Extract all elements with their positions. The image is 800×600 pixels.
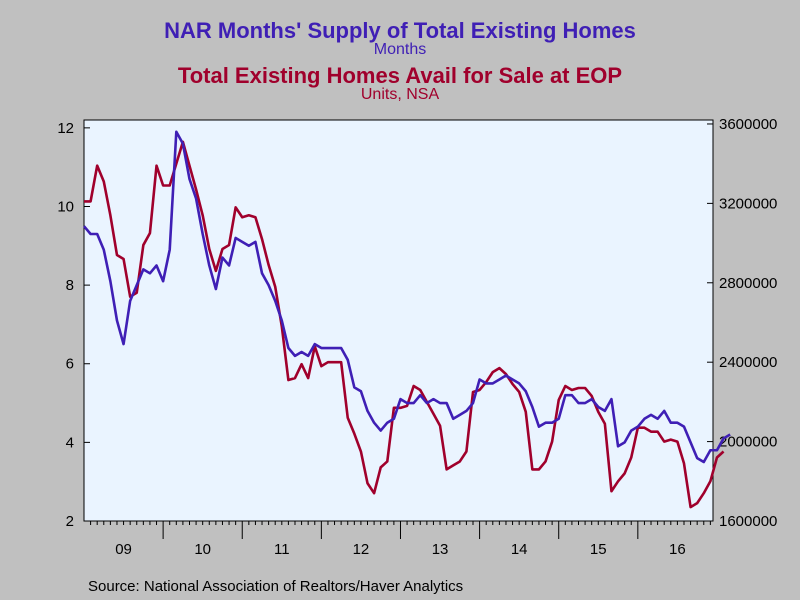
series-group: [83, 130, 731, 509]
plot-area: [83, 119, 714, 522]
left-tick-label: 10: [57, 198, 74, 215]
right-tick-label: 3200000: [719, 195, 777, 212]
x-tick-label: 12: [353, 541, 370, 558]
x-tick-label: 09: [115, 541, 132, 558]
x-axis: 09 10 11 12 13 14 15 16: [90, 521, 711, 558]
chart-subtitle-1: Months: [373, 41, 427, 58]
x-tick-label: 11: [274, 541, 290, 558]
x-tick-label: 14: [511, 541, 528, 558]
right-tick-label: 3600000: [719, 116, 777, 133]
left-tick-label: 2: [66, 513, 74, 530]
series-line-homes-avail: [84, 140, 725, 509]
left-tick-label: 12: [57, 120, 74, 137]
series-line-months-supply: [83, 130, 731, 464]
left-tick-label: 6: [66, 356, 74, 373]
chart-title-1: NAR Months' Supply of Total Existing Hom…: [164, 18, 636, 43]
right-tick-label: 2000000: [719, 434, 777, 451]
source-note: Source: National Association of Realtors…: [88, 578, 464, 595]
chart-subtitle-2: Units, NSA: [360, 86, 440, 103]
right-tick-label: 1600000: [719, 513, 777, 530]
right-tick-label: 2400000: [719, 354, 777, 371]
x-tick-label: 15: [590, 541, 607, 558]
chart-title-2: Total Existing Homes Avail for Sale at E…: [177, 63, 623, 88]
left-tick-label: 8: [66, 277, 74, 294]
right-tick-label: 2800000: [719, 275, 777, 292]
left-axis: 2 4 6 8 10 12: [57, 120, 90, 530]
left-tick-label: 4: [66, 434, 74, 451]
x-tick-label: 16: [669, 541, 686, 558]
x-tick-label: 10: [194, 541, 211, 558]
x-tick-label: 13: [432, 541, 449, 558]
right-axis: 1600000 2000000 2400000 2800000 3200000 36000…: [707, 116, 777, 530]
